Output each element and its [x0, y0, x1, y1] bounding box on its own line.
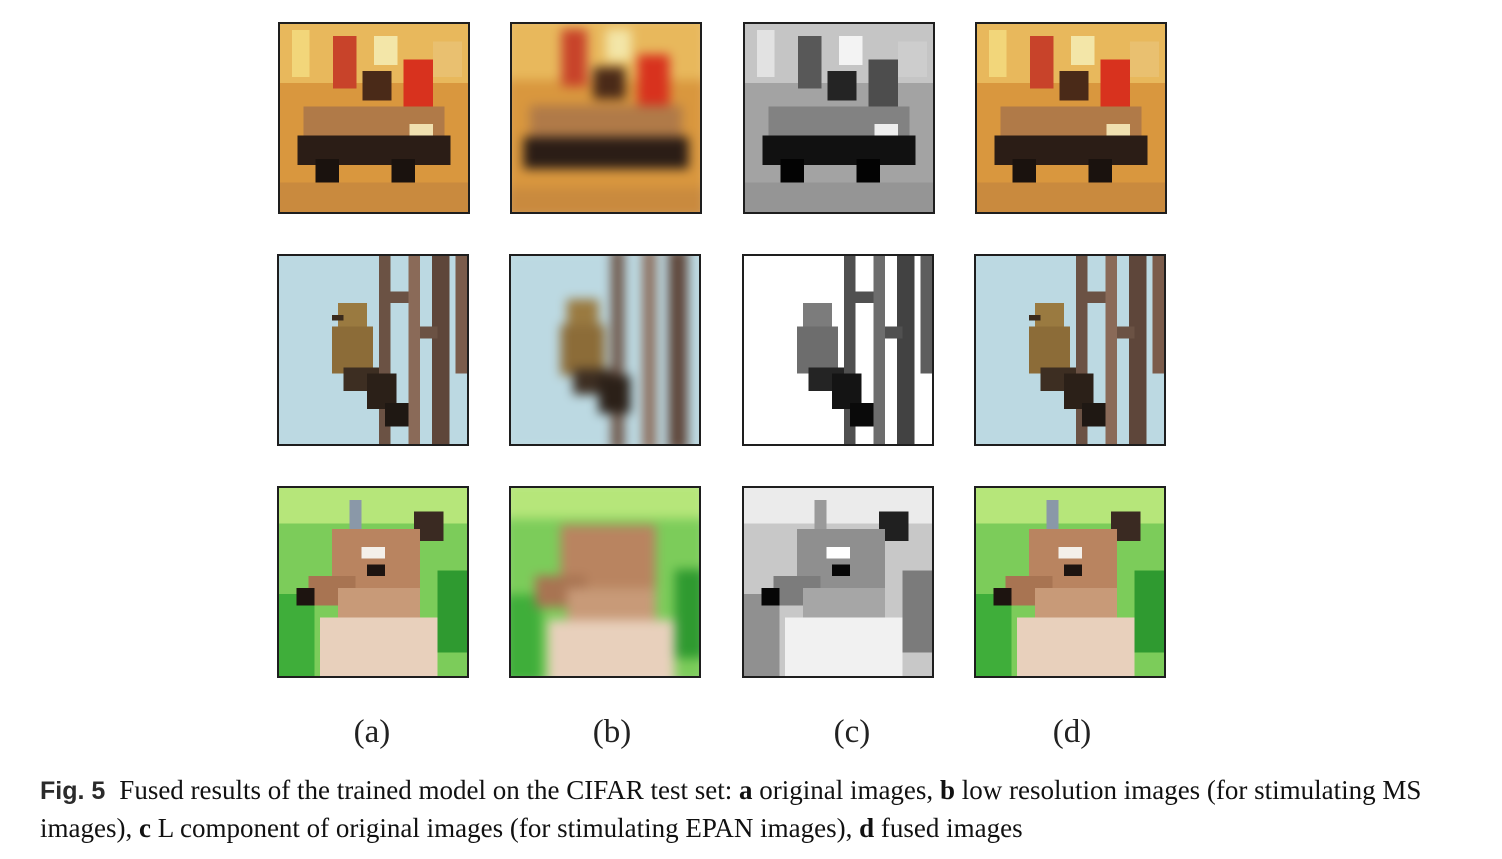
column-label-d: (d): [1052, 714, 1092, 750]
figure-caption: Fig. 5 Fused results of the trained model…: [40, 772, 1480, 847]
car-fused-image: [975, 22, 1167, 214]
caption-text-c: L component of original images (for stim…: [150, 813, 860, 843]
caption-text-a: original images,: [752, 775, 940, 805]
caption-text-b: low resolution images (for stimulating M…: [40, 775, 1422, 843]
caption-key-d: d: [859, 813, 875, 843]
column-label-b: (b): [592, 714, 632, 750]
car-l-component-image: [743, 22, 935, 214]
deer-low-resolution-image: [509, 486, 701, 678]
deer-l-component-image: [742, 486, 934, 678]
column-label-c: (c): [833, 714, 871, 750]
deer-original-image: [277, 486, 469, 678]
bird-fused-image: [974, 254, 1166, 446]
caption-key-b: b: [939, 775, 955, 805]
bird-original-image: [277, 254, 469, 446]
bird-l-component-image: [742, 254, 934, 446]
bird-low-resolution-image: [509, 254, 701, 446]
figure-number: Fig. 5: [40, 777, 106, 805]
caption-intro: Fused results of the trained model on th…: [119, 775, 739, 805]
caption-text-d: fused images: [874, 813, 1023, 843]
deer-fused-image: [974, 486, 1166, 678]
car-original-image: [278, 22, 470, 214]
caption-key-a: a: [738, 775, 753, 805]
column-label-a: (a): [353, 714, 391, 750]
caption-key-c: c: [138, 813, 151, 843]
car-low-resolution-image: [510, 22, 702, 214]
